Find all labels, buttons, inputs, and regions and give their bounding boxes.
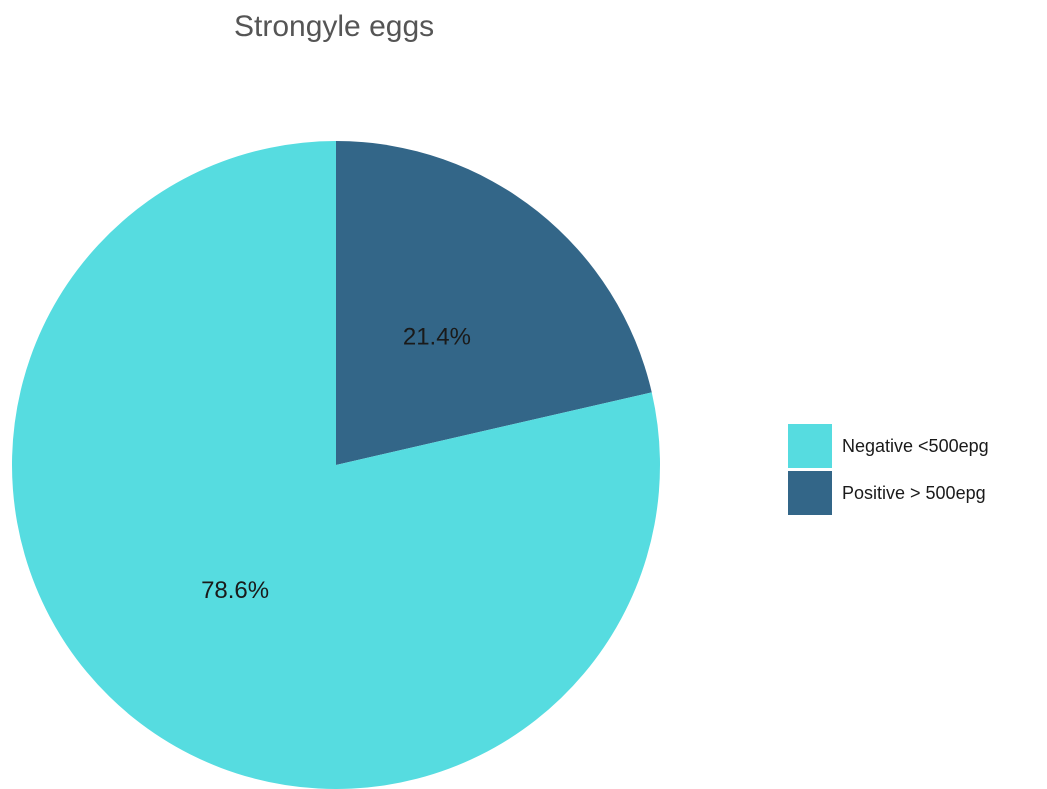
slice-label-positive: 21.4%	[403, 324, 471, 351]
legend: Negative <500epg Positive > 500epg	[788, 424, 989, 518]
legend-item-negative: Negative <500epg	[788, 424, 989, 468]
pie-slice-negative	[12, 141, 661, 789]
legend-item-positive: Positive > 500epg	[788, 471, 989, 515]
pie-slice-positive	[336, 141, 652, 465]
slice-label-negative: 78.6%	[201, 577, 269, 604]
legend-label-positive: Positive > 500epg	[842, 482, 986, 503]
legend-swatch-negative	[788, 424, 832, 468]
pie-labels: 21.4% 78.6%	[201, 324, 471, 604]
legend-label-negative: Negative <500epg	[842, 435, 989, 456]
legend-swatch-positive	[788, 471, 832, 515]
pie-slices	[12, 141, 661, 789]
chart-title: Strongyle eggs	[234, 10, 435, 43]
